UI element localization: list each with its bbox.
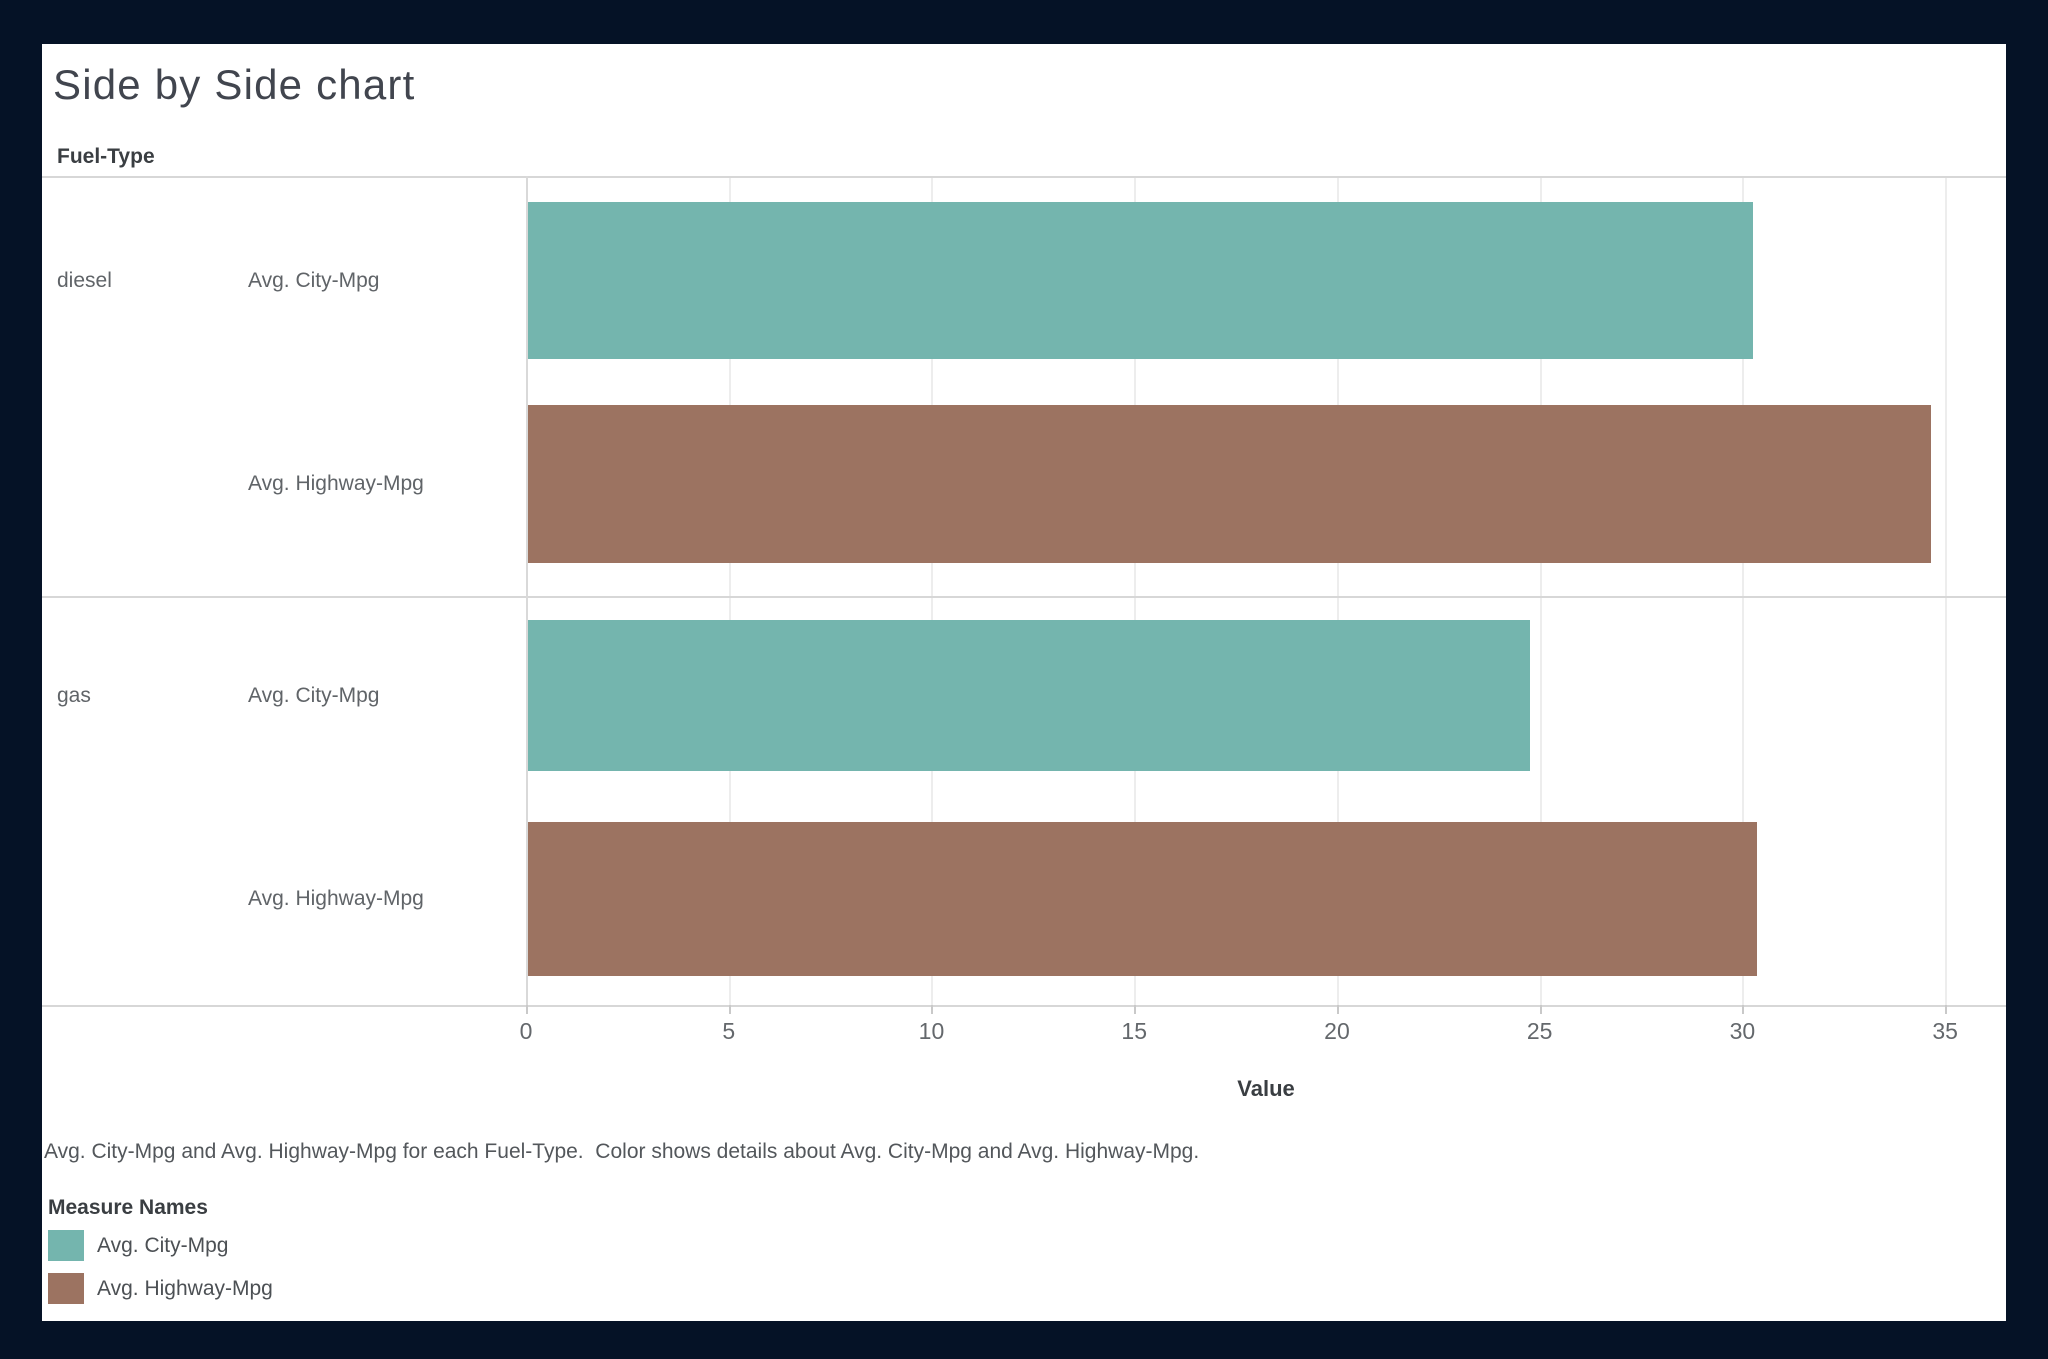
- category-label-gas: gas: [57, 683, 91, 707]
- gridline-25: [1539, 176, 1542, 1005]
- chart-card: Side by Side chart Fuel-Type Avg. City-M…: [42, 44, 2006, 1321]
- gridline-5: [728, 176, 731, 1005]
- measure-label: Avg. Highway-Mpg: [248, 472, 424, 495]
- tick-label-15: 15: [1121, 1018, 1148, 1044]
- bar-gas-highway[interactable]: [528, 822, 1757, 976]
- chart-title: Side by Side chart: [53, 61, 416, 108]
- tick-label-20: 20: [1324, 1018, 1350, 1044]
- table-top-border: [42, 176, 2006, 178]
- gridline-35: [1945, 176, 1948, 1005]
- tick-label-10: 10: [918, 1018, 945, 1044]
- row-header-fuel-type: Fuel-Type: [57, 145, 155, 168]
- measure-label: Avg. City-Mpg: [248, 268, 380, 292]
- legend-swatch-icon: [48, 1230, 84, 1261]
- tick-mark-0: [526, 1005, 528, 1014]
- x-axis-line: [42, 1005, 2006, 1007]
- legend-label: Avg. City-Mpg: [97, 1233, 229, 1257]
- chart-caption: Avg. City-Mpg and Avg. Highway-Mpg for e…: [44, 1140, 1200, 1163]
- gridline-15: [1134, 176, 1137, 1005]
- tick-mark-20: [1336, 1005, 1339, 1014]
- tick-label-35: 35: [1932, 1018, 1958, 1044]
- x-axis-title: Value: [1237, 1076, 1295, 1101]
- tick-mark-25: [1539, 1005, 1542, 1014]
- row-group-divider: [42, 596, 2006, 598]
- tick-mark-10: [931, 1005, 934, 1014]
- category-label-diesel: diesel: [57, 268, 112, 292]
- tick-mark-30: [1742, 1005, 1745, 1014]
- tick-label-25: 25: [1526, 1018, 1553, 1044]
- bar-diesel-highway[interactable]: [528, 405, 1931, 563]
- gridline-10: [931, 176, 934, 1005]
- header-column-divider: [526, 176, 528, 1005]
- gridline-20: [1336, 176, 1339, 1005]
- legend-label: Avg. Highway-Mpg: [97, 1276, 273, 1300]
- tick-mark-15: [1134, 1005, 1137, 1014]
- bar-gas-city[interactable]: [528, 620, 1530, 771]
- legend-title: Measure Names: [48, 1196, 208, 1219]
- legend-swatch-icon: [48, 1273, 84, 1304]
- tick-label-0: 0: [519, 1018, 533, 1044]
- measure-label: Avg. City-Mpg: [248, 683, 380, 707]
- bar-diesel-city[interactable]: [528, 202, 1753, 359]
- tick-label-30: 30: [1729, 1018, 1756, 1044]
- tick-label-5: 5: [722, 1018, 736, 1044]
- tick-mark-5: [728, 1005, 731, 1014]
- tick-mark-35: [1945, 1005, 1948, 1014]
- gridline-30: [1742, 176, 1745, 1005]
- measure-label: Avg. Highway-Mpg: [248, 887, 424, 910]
